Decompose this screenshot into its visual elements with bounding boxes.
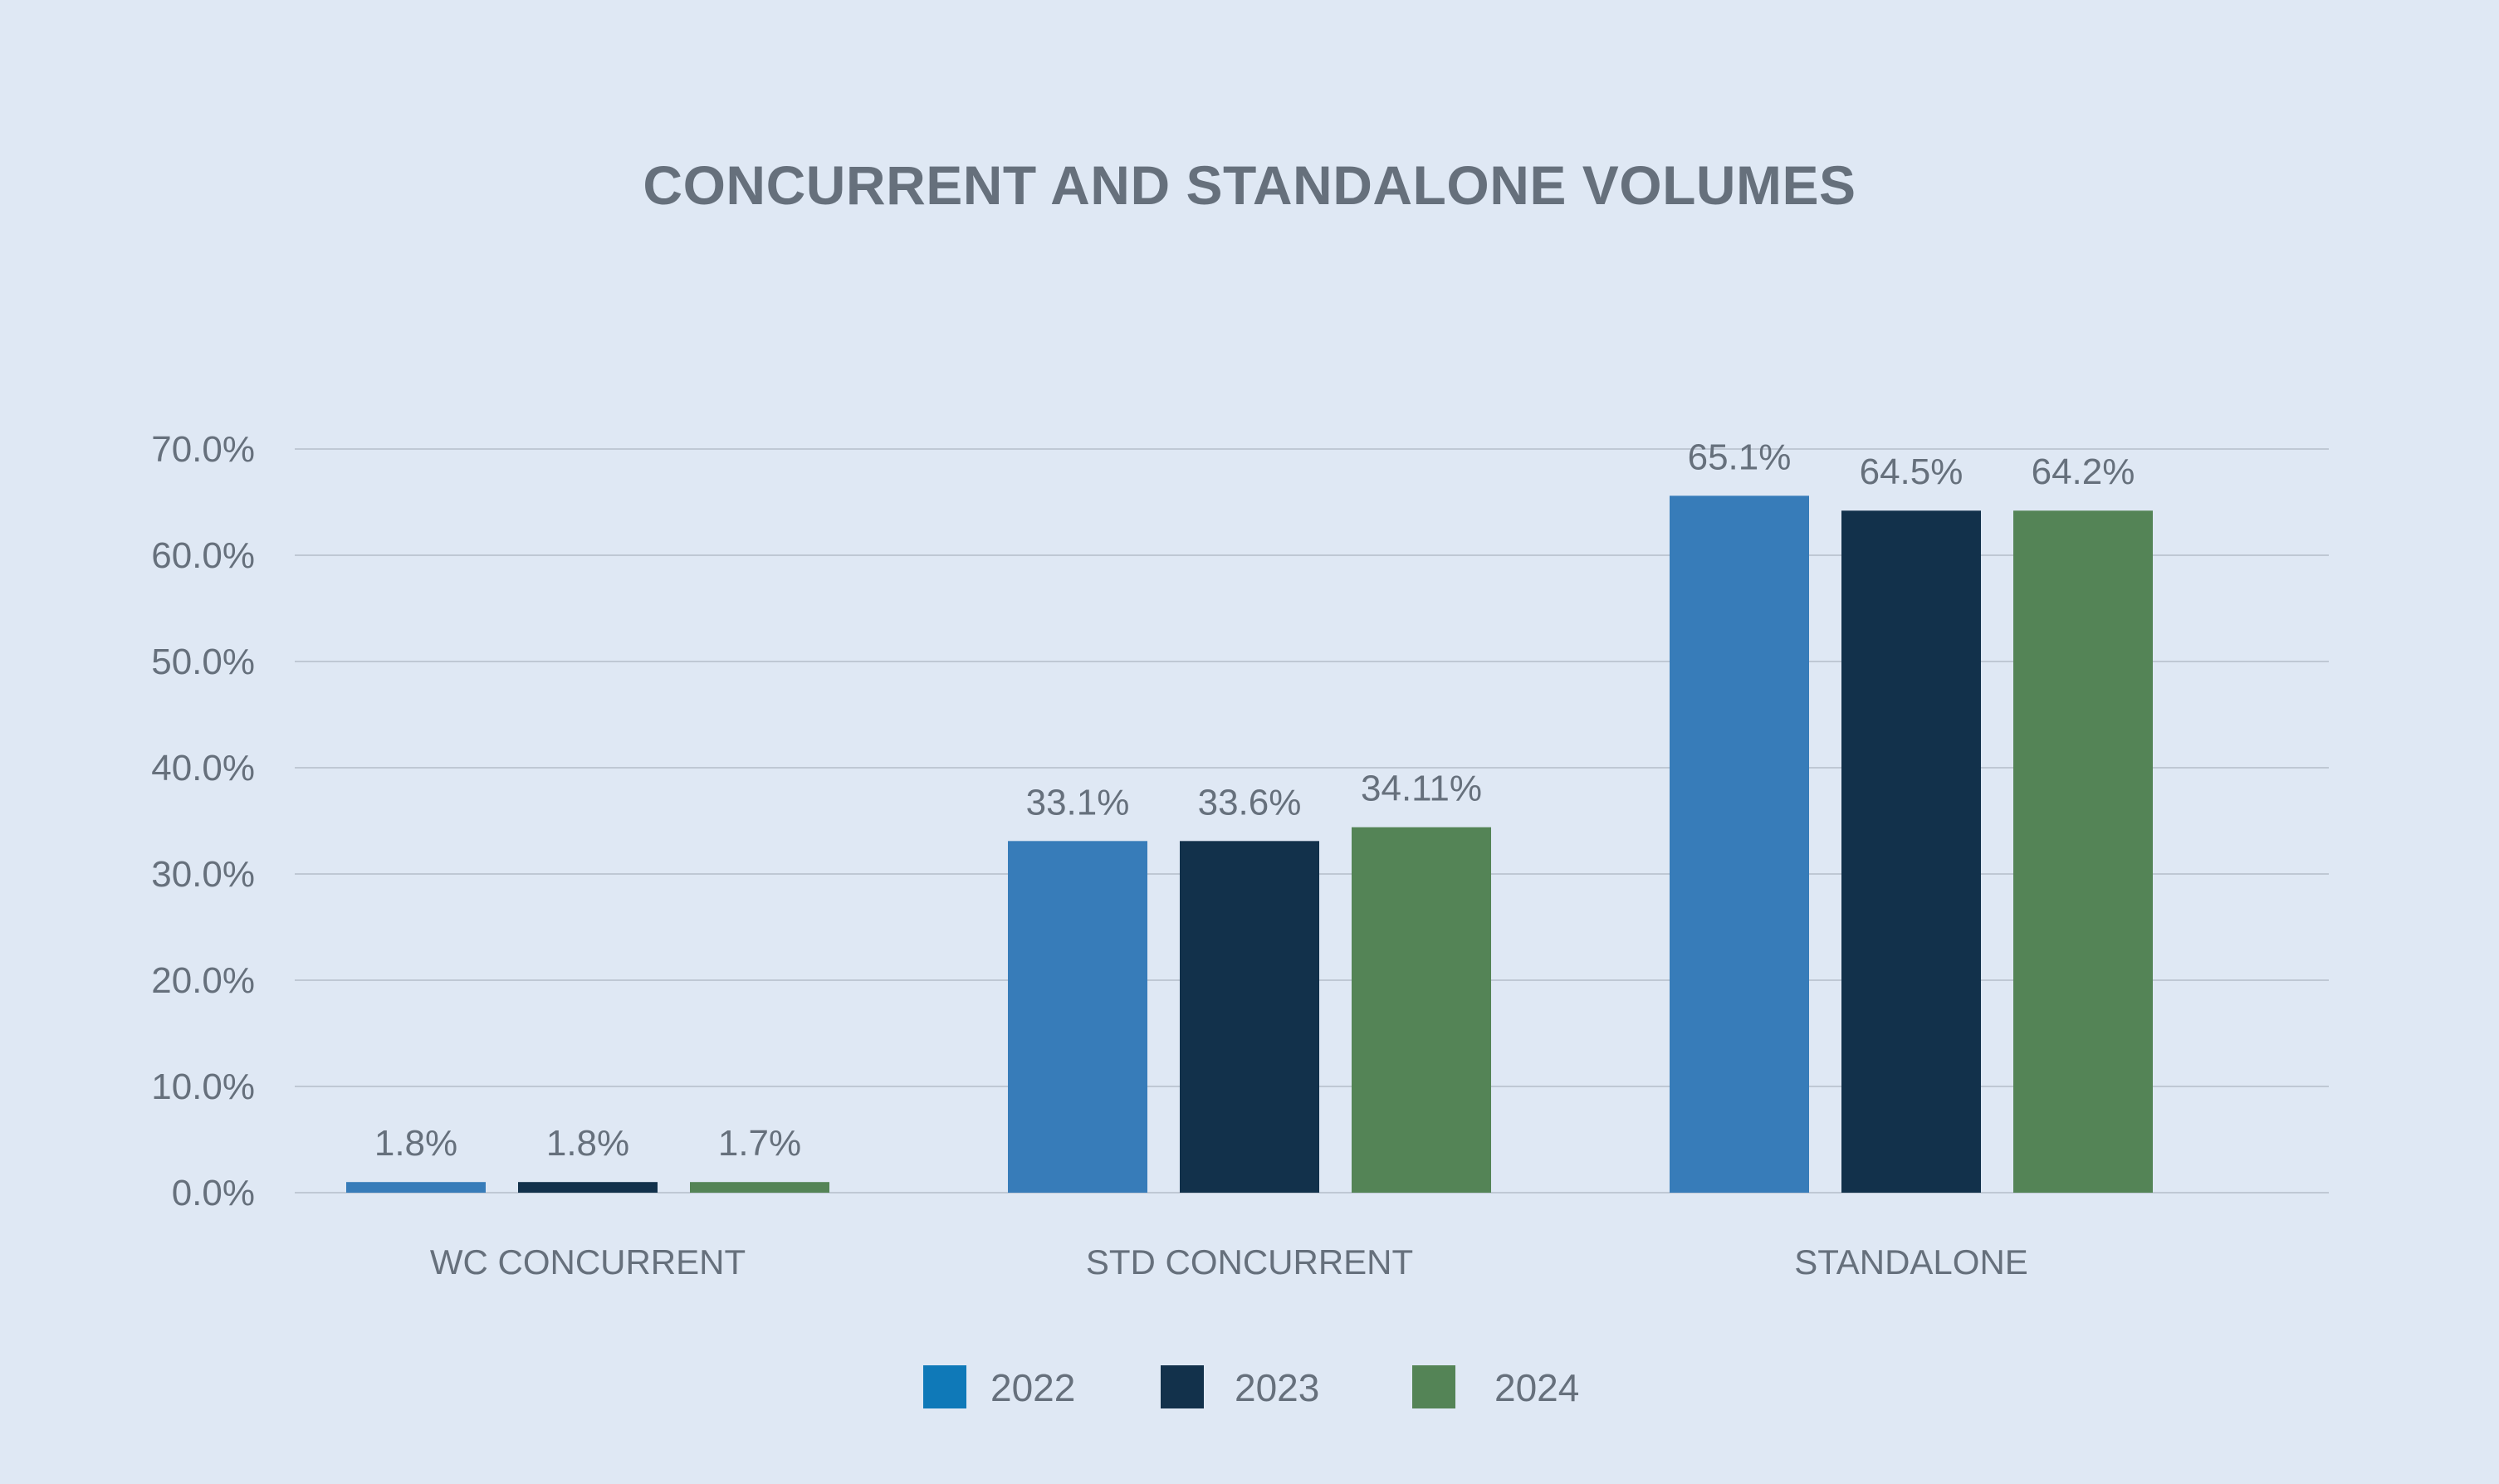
bar-2024 xyxy=(2013,510,2153,1193)
legend-label-2024: 2024 xyxy=(1494,1366,1579,1409)
y-tick-label: 20.0% xyxy=(151,960,255,1001)
legend: 2022 2023 2024 xyxy=(923,1365,1579,1409)
legend-swatch-2024 xyxy=(1412,1365,1455,1408)
y-tick-label: 70.0% xyxy=(151,429,255,470)
legend-swatch-2022 xyxy=(923,1365,966,1408)
data-label: 34.11% xyxy=(1361,769,1482,809)
data-label: 1.8% xyxy=(374,1123,457,1164)
data-label: 64.5% xyxy=(1860,452,1964,492)
chart-title: CONCURRENT AND STANDALONE VOLUMES xyxy=(643,154,1856,216)
y-tick-label: 0.0% xyxy=(172,1173,255,1213)
data-label: 33.6% xyxy=(1198,782,1302,823)
bar-2022 xyxy=(346,1182,486,1193)
bar-2022 xyxy=(1670,495,1809,1193)
bars xyxy=(346,495,2153,1193)
y-tick-label: 10.0% xyxy=(151,1067,255,1107)
legend-swatch-2023 xyxy=(1161,1365,1204,1408)
y-tick-label: 50.0% xyxy=(151,642,255,682)
data-label: 64.2% xyxy=(2032,452,2135,492)
y-axis-ticks: 0.0% 10.0% 20.0% 30.0% 40.0% 50.0% 60.0% 70.0% xyxy=(151,429,255,1213)
data-label: 33.1% xyxy=(1026,782,1130,823)
bar-2022 xyxy=(1008,841,1147,1193)
bar-2023 xyxy=(518,1182,658,1193)
bar-2024 xyxy=(1352,827,1491,1193)
y-tick-label: 40.0% xyxy=(151,748,255,788)
data-labels: 1.8% 1.8% 1.7% 33.1% 33.6% 34.11% 65.1% 64.5% 64… xyxy=(374,437,2135,1164)
bar-2023 xyxy=(1180,841,1319,1193)
x-tick-label: STANDALONE xyxy=(1794,1242,2028,1281)
bar-2024 xyxy=(690,1182,829,1193)
x-tick-label: WC CONCURRENT xyxy=(430,1242,746,1281)
data-label: 1.7% xyxy=(718,1123,801,1164)
y-tick-label: 60.0% xyxy=(151,535,255,576)
x-tick-label: STD CONCURRENT xyxy=(1086,1242,1413,1281)
y-tick-label: 30.0% xyxy=(151,854,255,895)
x-axis-ticks: WC CONCURRENT STD CONCURRENT STANDALONE xyxy=(430,1242,2028,1281)
data-label: 1.8% xyxy=(546,1123,629,1164)
legend-label-2022: 2022 xyxy=(990,1366,1075,1409)
data-label: 65.1% xyxy=(1688,437,1792,477)
bar-2023 xyxy=(1841,510,1981,1193)
legend-label-2023: 2023 xyxy=(1235,1366,1319,1409)
